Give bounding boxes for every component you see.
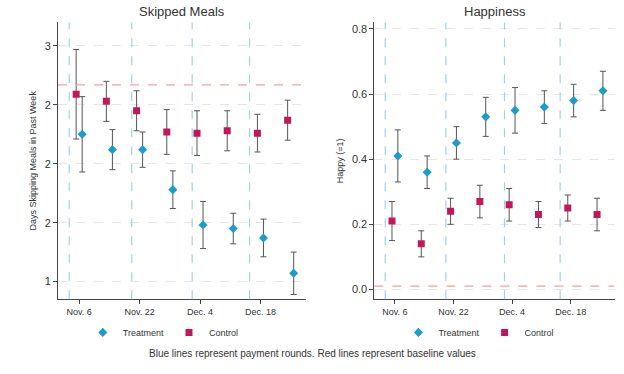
svg-text:0.2: 0.2 — [352, 218, 367, 230]
svg-text:Nov. 6: Nov. 6 — [67, 307, 92, 317]
svg-text:Days Skipping Meals in Past We: Days Skipping Meals in Past Week — [28, 91, 38, 231]
svg-text:Dec. 4: Dec. 4 — [187, 307, 213, 317]
svg-text:Happy (=1): Happy (=1) — [335, 138, 345, 183]
svg-text:Nov. 22: Nov. 22 — [124, 307, 154, 317]
svg-text:2: 2 — [45, 99, 51, 111]
svg-text:1: 1 — [45, 275, 51, 287]
svg-text:Treatment: Treatment — [123, 328, 164, 338]
svg-text:2: 2 — [45, 158, 51, 170]
svg-text:Control: Control — [525, 328, 554, 338]
svg-text:Dec. 4: Dec. 4 — [499, 307, 525, 317]
svg-text:2: 2 — [45, 217, 51, 229]
svg-text:Treatment: Treatment — [438, 328, 479, 338]
svg-text:Nov. 22: Nov. 22 — [438, 307, 468, 317]
svg-text:Skipped Meals: Skipped Meals — [139, 4, 225, 19]
svg-text:Nov. 6: Nov. 6 — [382, 307, 407, 317]
svg-text:0.0: 0.0 — [352, 283, 367, 295]
svg-text:Control: Control — [209, 328, 238, 338]
svg-text:Dec. 18: Dec. 18 — [245, 307, 276, 317]
svg-text:Happiness: Happiness — [464, 4, 526, 19]
svg-text:Blue lines represent payment r: Blue lines represent payment rounds. Red… — [149, 348, 476, 359]
svg-text:0.8: 0.8 — [352, 23, 367, 35]
svg-text:0.6: 0.6 — [352, 88, 367, 100]
svg-text:3: 3 — [45, 40, 51, 52]
svg-text:Dec. 18: Dec. 18 — [555, 307, 586, 317]
svg-text:0.4: 0.4 — [352, 153, 367, 165]
